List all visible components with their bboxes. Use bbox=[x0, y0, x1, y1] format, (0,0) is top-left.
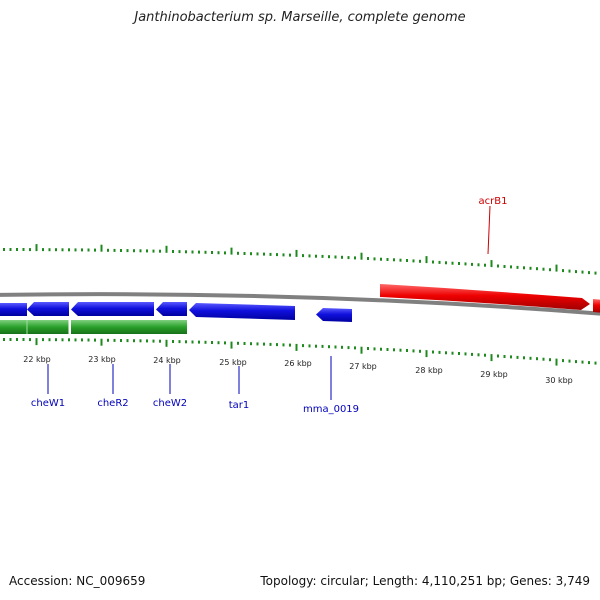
kbp-label-27: 27 kbp bbox=[349, 362, 377, 371]
forward-gene-acrB1[interactable] bbox=[380, 284, 590, 310]
reverse-gene-cheR2[interactable] bbox=[71, 302, 154, 316]
kbp-label-22: 22 kbp bbox=[23, 355, 51, 364]
label-leader-acrB1 bbox=[487, 205, 491, 255]
genome-summary-text: Topology: circular; Length: 4,110,251 bp… bbox=[260, 574, 590, 588]
gene-label-acrB1: acrB1 bbox=[479, 196, 508, 207]
gene-label-cheW2: cheW2 bbox=[153, 398, 187, 409]
gene-label-mma_0019: mma_0019 bbox=[303, 404, 359, 415]
reverse-gene-tar1[interactable] bbox=[189, 303, 295, 320]
kbp-label-25: 25 kbp bbox=[219, 358, 247, 367]
forward-gene-partial[interactable] bbox=[593, 299, 600, 313]
reverse-gene-cheW1[interactable] bbox=[27, 302, 69, 316]
reverse-gene-cheW2[interactable] bbox=[156, 302, 187, 316]
kbp-label-29: 29 kbp bbox=[480, 370, 508, 379]
green-track-block-1[interactable] bbox=[0, 320, 69, 334]
map-title: Janthinobacterium sp. Marseille, complet… bbox=[134, 10, 466, 25]
genome-backbone bbox=[0, 292, 600, 316]
green-track-block-2[interactable] bbox=[71, 320, 187, 334]
gene-label-cheR2: cheR2 bbox=[97, 398, 128, 409]
kbp-label-23: 23 kbp bbox=[88, 355, 116, 364]
gene-label-tar1: tar1 bbox=[229, 400, 250, 411]
kbp-label-26: 26 kbp bbox=[284, 359, 312, 368]
kbp-label-30: 30 kbp bbox=[545, 376, 573, 385]
inner-tick-ruler bbox=[3, 338, 597, 366]
reverse-gene-block-1[interactable] bbox=[0, 303, 27, 316]
kbp-label-28: 28 kbp bbox=[415, 366, 443, 375]
kbp-label-24: 24 kbp bbox=[153, 356, 181, 365]
accession-text: Accession: NC_009659 bbox=[9, 574, 146, 588]
reverse-gene-mma_0019[interactable] bbox=[316, 308, 352, 322]
gene-label-cheW1: cheW1 bbox=[31, 398, 65, 409]
outer-tick-ruler bbox=[3, 244, 597, 275]
